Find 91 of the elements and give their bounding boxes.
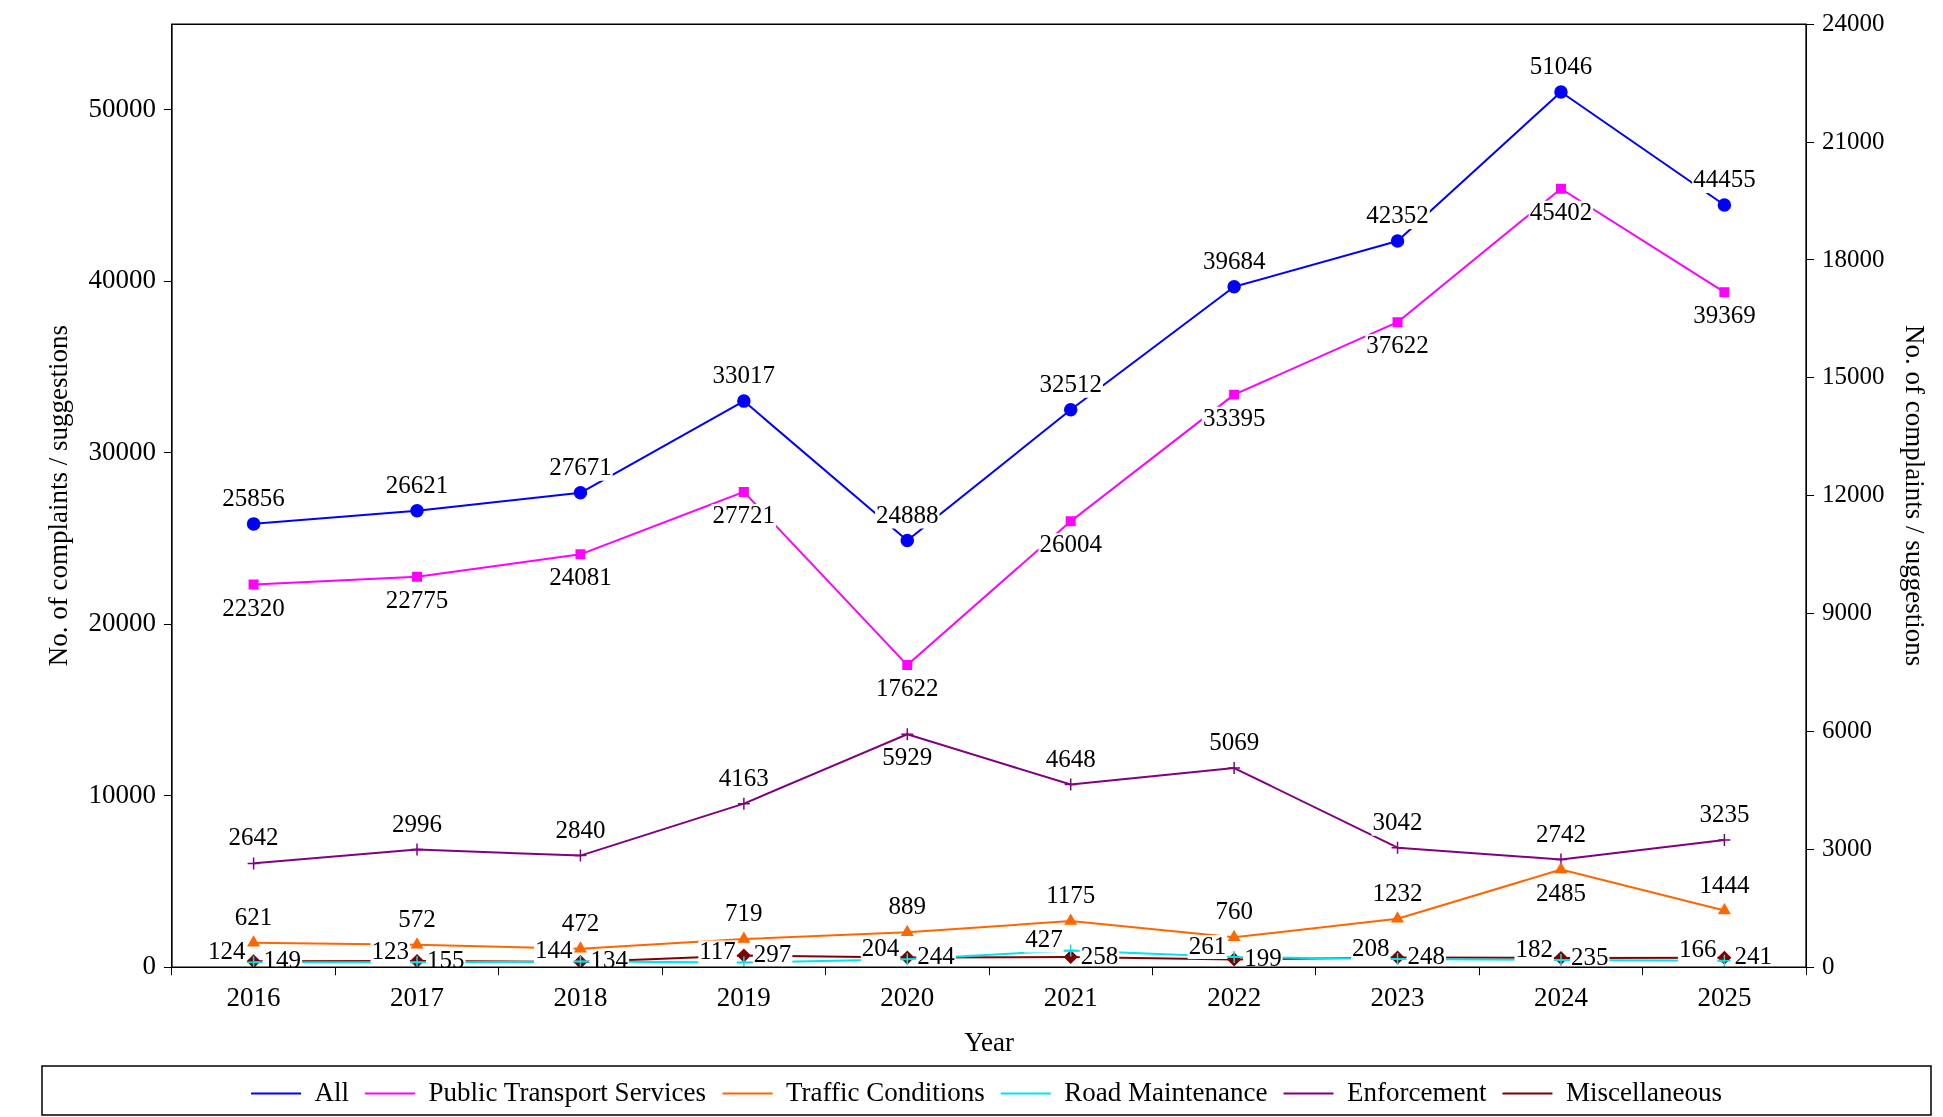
y2-tick-label: 0 [1822, 951, 1835, 979]
x-tick-label: 2016 [226, 982, 281, 1013]
y-tick-label: 10000 [88, 778, 156, 809]
data-label: 32512 [1039, 369, 1102, 397]
data-label: 2840 [555, 815, 606, 843]
legend-label: Road Maintenance [1064, 1076, 1268, 1107]
data-label: 4648 [1045, 744, 1096, 772]
data-label: 760 [1215, 897, 1253, 925]
data-label: 1444 [1699, 870, 1750, 898]
data-label: 4163 [718, 763, 769, 791]
data-label: 572 [398, 904, 436, 932]
x-tick-label: 2025 [1697, 982, 1752, 1013]
x-tick-label: 2021 [1043, 982, 1098, 1013]
data-label: 22775 [385, 585, 449, 613]
data-label: 2485 [1535, 878, 1586, 906]
data-label: 25856 [222, 483, 285, 511]
data-label: 22320 [222, 593, 285, 621]
data-label: 17622 [876, 674, 939, 702]
data-label: 297 [753, 940, 792, 968]
data-label: 2742 [1535, 819, 1586, 847]
data-label: 33017 [712, 361, 776, 389]
x-tick-label: 2019 [716, 982, 771, 1013]
data-label: 208 [1352, 933, 1390, 961]
data-label: 45402 [1529, 197, 1593, 225]
legend-label: Miscellaneous [1565, 1076, 1722, 1107]
data-label: 42352 [1366, 201, 1429, 229]
data-label: 166 [1678, 935, 1717, 963]
legend-label: All [314, 1076, 350, 1107]
data-label: 39684 [1202, 246, 1266, 274]
data-label: 248 [1407, 942, 1446, 970]
y2-axis-title: No. of complaints / suggestions [1899, 325, 1930, 667]
data-label: 1232 [1372, 878, 1423, 906]
legend-label: Enforcement [1347, 1076, 1487, 1107]
data-label: 204 [861, 933, 900, 961]
y-tick-label: 30000 [88, 435, 156, 466]
data-label: 37622 [1366, 331, 1429, 359]
data-label: 117 [699, 937, 736, 965]
data-label: 51046 [1529, 52, 1593, 80]
y2-tick-label: 3000 [1822, 833, 1873, 861]
y2-tick-label: 18000 [1822, 244, 1885, 272]
data-label: 124 [208, 936, 247, 964]
data-label: 258 [1080, 941, 1119, 969]
data-label: 472 [561, 908, 600, 936]
data-label: 241 [1734, 942, 1772, 970]
data-label: 889 [888, 892, 927, 920]
x-axis-title: Year [964, 1026, 1014, 1057]
y2-tick-label: 15000 [1822, 362, 1885, 390]
data-label: 39369 [1693, 301, 1756, 329]
y2-tick-label: 6000 [1822, 716, 1873, 744]
y-tick-label: 20000 [88, 607, 156, 638]
data-label: 199 [1244, 943, 1282, 971]
x-tick-label: 2018 [553, 982, 608, 1013]
x-tick-label: 2017 [390, 982, 445, 1013]
x-tick-label: 2023 [1370, 982, 1425, 1013]
y-tick-label: 50000 [88, 93, 156, 124]
data-label: 235 [1570, 942, 1609, 970]
data-label: 27721 [712, 500, 776, 528]
data-label: 2996 [392, 809, 443, 837]
data-label: 261 [1188, 931, 1227, 959]
y-axis-title: No. of complaints / suggestions [43, 325, 74, 667]
data-label: 719 [725, 899, 763, 927]
data-label: 26004 [1039, 530, 1103, 558]
data-label: 3042 [1372, 807, 1423, 835]
data-label: 427 [1025, 924, 1063, 952]
y2-tick-label: 24000 [1822, 8, 1885, 36]
y-tick-label: 0 [142, 950, 156, 981]
x-tick-label: 2020 [880, 982, 935, 1013]
data-label: 33395 [1202, 403, 1266, 431]
y-tick-label: 40000 [88, 264, 156, 295]
data-label: 1175 [1046, 881, 1096, 909]
legend-label: Public Transport Services [428, 1076, 707, 1107]
y2-tick-label: 21000 [1822, 126, 1885, 154]
data-label: 244 [917, 942, 956, 970]
x-tick-label: 2024 [1533, 982, 1589, 1013]
data-label: 144 [534, 936, 573, 964]
data-label: 24081 [549, 563, 612, 591]
legend-label: Traffic Conditions [786, 1076, 985, 1107]
data-label: 3235 [1699, 800, 1750, 828]
data-label: 182 [1515, 934, 1553, 962]
data-label: 44455 [1693, 165, 1756, 193]
y2-tick-label: 12000 [1822, 480, 1885, 508]
y2-tick-label: 9000 [1822, 598, 1873, 626]
data-label: 5929 [882, 743, 933, 771]
data-label: 27671 [549, 452, 612, 480]
data-label: 621 [234, 902, 273, 930]
data-label: 24888 [876, 500, 939, 528]
data-label: 5069 [1209, 728, 1260, 756]
data-label: 123 [371, 936, 410, 964]
data-label: 26621 [385, 470, 449, 498]
data-label: 2642 [228, 823, 279, 851]
x-tick-label: 2022 [1207, 982, 1262, 1013]
